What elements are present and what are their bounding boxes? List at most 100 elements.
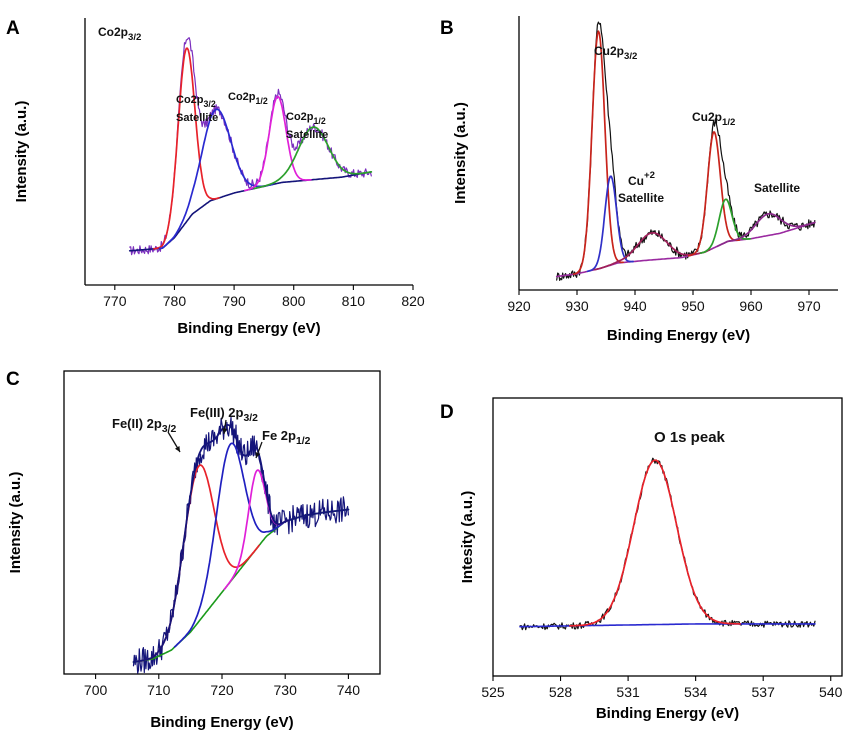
x-tick-label: 710 <box>147 682 171 698</box>
x-tick-label: 537 <box>752 684 776 700</box>
component-line-3 <box>687 131 741 257</box>
envelope-line <box>132 424 350 663</box>
panel-a: A 770 780 790 800 810 820 Binding Energy (eV) In… <box>6 18 425 337</box>
peak-label-3-text: Satellite <box>754 181 800 195</box>
peak-label-3-text: Co2p <box>286 111 314 123</box>
x-tick-label: 970 <box>797 298 821 314</box>
background-line <box>519 623 816 628</box>
peak-label-1-line2: Satellite <box>618 191 664 205</box>
y-axis-title: Intesity (a.u.) <box>459 491 476 584</box>
peak-label-1-line2: Satellite <box>176 112 218 124</box>
peak-label-1-sup: +2 <box>644 170 655 181</box>
x-tick-label: 740 <box>337 682 361 698</box>
peak-label-2-text: Cu2p <box>692 110 722 124</box>
peak-label-2: Fe 2p1/2 <box>262 428 311 447</box>
panel-c: C 700 710 720 730 740 Binding Energy (eV) Inten… <box>6 369 381 731</box>
peak-label-1-sub: 3/2 <box>243 413 258 424</box>
peak-label-0-text: Fe(II) 2p <box>112 416 162 431</box>
peak-label-2-text: Fe 2p <box>262 428 296 443</box>
x-tick-label: 780 <box>163 293 187 309</box>
component-line-0 <box>572 30 625 275</box>
peak-label-0-sub: 3/2 <box>128 32 141 43</box>
x-tick-label: 820 <box>401 293 425 309</box>
x-axis-title: Binding Energy (eV) <box>596 705 739 722</box>
peak-label-0-sub: 3/2 <box>162 424 177 435</box>
component-line-1 <box>586 175 634 273</box>
peak-label-2-text: Co2p <box>228 91 256 103</box>
raw-spectrum-line <box>556 21 816 281</box>
component-line-0 <box>569 459 741 627</box>
x-tick-label: 930 <box>565 298 589 314</box>
x-tick-label: 790 <box>222 293 246 309</box>
y-axis-title: Intensity (a.u.) <box>7 472 24 574</box>
x-tick-label: 810 <box>342 293 366 309</box>
peak-label-0-text: O 1s peak <box>654 429 726 446</box>
peak-label-0-text: Co2p <box>98 25 128 39</box>
raw-spectrum-line <box>129 37 372 256</box>
component-line-0 <box>153 47 220 250</box>
panel-letter: B <box>440 18 454 39</box>
arrow-head <box>255 452 261 458</box>
x-tick-label: 960 <box>739 298 763 314</box>
panel-letter: D <box>440 402 454 423</box>
raw-spectrum-line <box>132 416 349 674</box>
x-tick-label: 534 <box>684 684 708 700</box>
x-axis-title: Binding Energy (eV) <box>150 714 293 731</box>
x-tick-label: 730 <box>274 682 298 698</box>
component-line-1 <box>158 108 274 250</box>
panel-letter: A <box>6 18 20 39</box>
peak-label-0: O 1s peak <box>654 429 726 446</box>
x-tick-label: 770 <box>103 293 127 309</box>
x-tick-label: 525 <box>481 684 505 700</box>
peak-label-0: Fe(II) 2p3/2 <box>112 416 177 435</box>
peak-label-3-line2: Satellite <box>286 129 328 141</box>
peak-label-2: Cu2p1/2 <box>692 110 735 128</box>
peak-label-0-text: Cu2p <box>594 44 624 58</box>
peak-label-3: Co2p1/2 Satellite <box>286 111 328 141</box>
panel-letter: C <box>6 369 20 390</box>
y-axis-title: Intensity (a.u.) <box>13 101 30 203</box>
component-line-3 <box>253 126 373 190</box>
arrow-head <box>222 428 228 434</box>
peak-label-1: Fe(III) 2p3/2 <box>190 405 258 424</box>
peak-label-0-sub: 3/2 <box>624 51 637 62</box>
component-line-5 <box>716 212 816 248</box>
x-tick-label: 700 <box>84 682 108 698</box>
peak-label-2-sub: 1/2 <box>296 436 311 447</box>
peak-label-3-sub: 1/2 <box>314 116 326 126</box>
y-axis-title: Intensity (a.u.) <box>452 102 469 204</box>
peak-label-1-text: Co2p <box>176 94 204 106</box>
plot-frame <box>492 397 843 677</box>
x-tick-label: 531 <box>616 684 640 700</box>
peak-label-2-sub: 1/2 <box>256 96 268 106</box>
x-tick-label: 540 <box>819 684 843 700</box>
peak-label-3: Satellite <box>754 181 800 195</box>
component-line-1 <box>173 442 287 648</box>
peak-label-1-text: Fe(III) 2p <box>190 405 244 420</box>
panel-b: B 920 930 940 950 960 970 Binding Energy (eV) In… <box>440 16 838 344</box>
background-line <box>555 221 816 278</box>
component-line-2 <box>244 95 312 192</box>
component-line-0 <box>137 464 260 663</box>
x-tick-label: 720 <box>210 682 234 698</box>
x-axis-title: Binding Energy (eV) <box>177 320 320 337</box>
peak-label-0: Cu2p3/2 <box>594 44 637 62</box>
arrow-head <box>174 446 180 452</box>
x-axis-title: Binding Energy (eV) <box>607 327 750 344</box>
component-line-2 <box>223 469 290 591</box>
peak-label-2-sub: 1/2 <box>722 117 735 128</box>
peak-label-1-sub: 3/2 <box>204 99 216 109</box>
peak-label-0: Co2p3/2 <box>98 25 141 43</box>
peak-label-1: Co2p3/2 Satellite <box>176 94 218 124</box>
x-tick-label: 800 <box>282 293 306 309</box>
panel-d: D 525 528 531 534 537 540 Binding Energy (eV) In… <box>440 397 843 722</box>
x-tick-label: 528 <box>549 684 573 700</box>
x-tick-label: 920 <box>507 298 531 314</box>
peak-label-1: Cu+2 Satellite <box>618 170 664 205</box>
component-line-4 <box>699 198 752 254</box>
x-tick-label: 950 <box>681 298 705 314</box>
peak-label-2: Co2p1/2 <box>228 91 268 106</box>
x-tick-label: 940 <box>623 298 647 314</box>
peak-label-1-text: Cu <box>628 174 644 188</box>
